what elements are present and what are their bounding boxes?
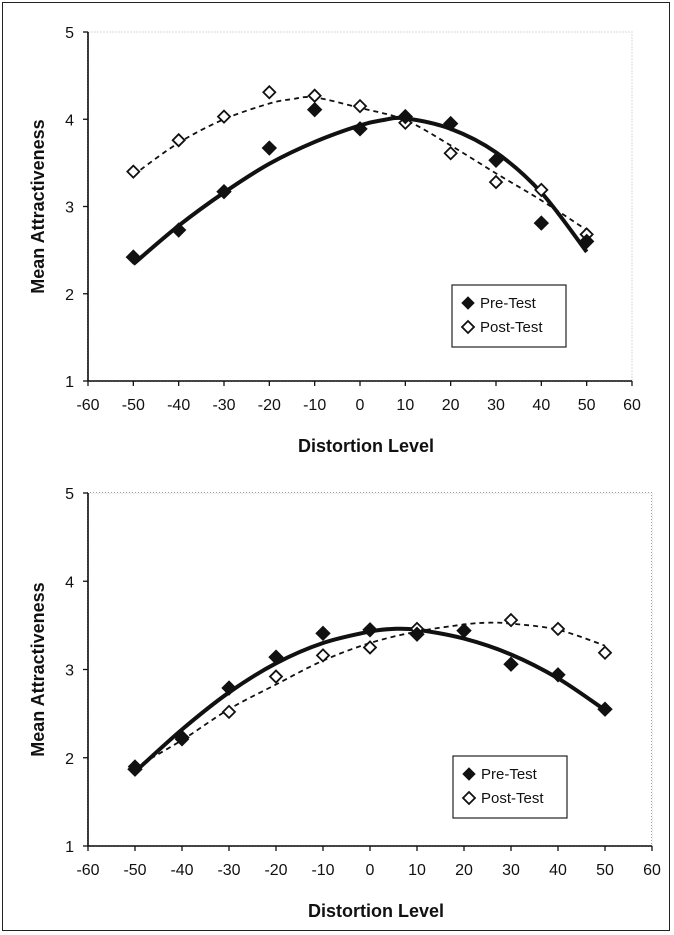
post-testpoint bbox=[503, 612, 519, 628]
pre-testpoint bbox=[174, 729, 190, 746]
y-tick-label: 1 bbox=[65, 374, 74, 391]
x-tick-label: 60 bbox=[643, 862, 661, 879]
pre-testpoint bbox=[456, 622, 472, 639]
x-tick-label: 0 bbox=[356, 397, 365, 414]
x-tick-label: 40 bbox=[549, 862, 567, 879]
post-testpoint bbox=[443, 146, 458, 161]
x-tick-label: 10 bbox=[408, 862, 426, 879]
y-tick-label: 5 bbox=[65, 25, 74, 42]
post-testpoint bbox=[362, 640, 378, 655]
post-testpoint bbox=[352, 98, 368, 114]
post-testpoint bbox=[171, 132, 186, 148]
pre-testpoint bbox=[533, 215, 550, 231]
pre-testpoint bbox=[315, 625, 331, 642]
x-tick-label: 50 bbox=[596, 862, 614, 879]
y-tick-label: 4 bbox=[65, 112, 74, 129]
y-tick-label: 5 bbox=[65, 486, 74, 503]
post-testpoint bbox=[126, 164, 141, 179]
legend-post-testlabel: Post-Test bbox=[480, 319, 543, 336]
post-testpoint bbox=[216, 109, 232, 124]
pre-testpoint bbox=[221, 680, 237, 696]
x-tick-label: -10 bbox=[311, 862, 334, 879]
x-tick-label: -60 bbox=[76, 862, 99, 879]
x-tick-label: 60 bbox=[623, 397, 641, 414]
y-tick-label: 4 bbox=[65, 574, 74, 591]
x-tick-label: 10 bbox=[396, 397, 414, 414]
post-testpoint bbox=[262, 84, 277, 100]
pre-testpoint bbox=[442, 115, 459, 132]
pre-testfit-line bbox=[133, 626, 607, 774]
pre-testpoint bbox=[503, 656, 519, 672]
pre-testpoint bbox=[127, 761, 143, 777]
pre-testpoint bbox=[216, 183, 232, 200]
post-testpoint bbox=[488, 174, 504, 190]
x-tick-label: -50 bbox=[123, 862, 146, 879]
x-axis-title: Distortion Level bbox=[308, 901, 444, 921]
x-tick-label: 30 bbox=[487, 397, 505, 414]
x-tick-label: -40 bbox=[170, 862, 193, 879]
pre-testpoint bbox=[261, 140, 278, 156]
pre-testpoint bbox=[409, 626, 425, 642]
legend-box bbox=[451, 284, 567, 348]
x-tick-label: 0 bbox=[366, 862, 375, 879]
post-testfit-line bbox=[134, 621, 606, 769]
pre-testpoint bbox=[125, 249, 142, 265]
x-tick-label: 40 bbox=[532, 397, 550, 414]
post-testpoint bbox=[307, 88, 322, 103]
x-tick-label: -20 bbox=[264, 862, 287, 879]
x-tick-label: -50 bbox=[122, 397, 145, 414]
legend-pre-testlabel: Pre-Test bbox=[480, 295, 537, 312]
legend-pre-testlabel: Pre-Test bbox=[481, 766, 538, 783]
y-tick-label: 2 bbox=[65, 751, 74, 768]
x-tick-label: -40 bbox=[167, 397, 190, 414]
legend-post-testmarker bbox=[461, 790, 477, 806]
x-tick-label: -20 bbox=[258, 397, 281, 414]
pre-testpoint bbox=[578, 233, 595, 250]
x-tick-label: 30 bbox=[502, 862, 520, 879]
pre-testpoint bbox=[170, 222, 187, 238]
chart-panel-2: 1 2 3 4 5 -60 -50 -40 -30 -20 -10 0 10 20 30 40 50 60 Dist… bbox=[28, 486, 661, 921]
pre-testpoint bbox=[362, 622, 378, 638]
y-axis-title: Mean Attractiveness bbox=[28, 119, 48, 293]
post-testpoint bbox=[268, 669, 284, 684]
y-tick-label: 3 bbox=[65, 200, 74, 217]
pre-testpoint bbox=[268, 649, 284, 665]
y-tick-label: 3 bbox=[65, 663, 74, 680]
x-tick-label: -30 bbox=[217, 862, 240, 879]
legend-post-testlabel: Post-Test bbox=[481, 790, 544, 807]
pre-testpoint bbox=[597, 701, 613, 717]
pre-testpoint bbox=[397, 108, 414, 125]
pre-testfit-line bbox=[132, 115, 589, 266]
legend-pre-testmarker bbox=[462, 767, 476, 781]
y-tick-label: 1 bbox=[65, 839, 74, 856]
pre-testpoint bbox=[352, 121, 368, 137]
legend-post-testmarker bbox=[460, 319, 476, 335]
y-tick-label: 2 bbox=[65, 287, 74, 304]
legend-box bbox=[452, 755, 568, 819]
x-tick-label: 20 bbox=[455, 862, 473, 879]
post-testpoint bbox=[597, 645, 613, 661]
y-axis-title: Mean Attractiveness bbox=[28, 582, 48, 756]
x-tick-label: -30 bbox=[212, 397, 235, 414]
pre-testpoint bbox=[488, 152, 504, 168]
x-tick-label: -60 bbox=[76, 397, 99, 414]
post-testpoint bbox=[221, 704, 237, 720]
chart-panel-1: 1 2 3 4 5 -60 -50 -40 -30 -20 -10 0 10 20 30 40 50 60 Dist… bbox=[28, 25, 641, 456]
legend-pre-testmarker bbox=[461, 296, 475, 310]
pre-testpoint bbox=[306, 101, 323, 118]
x-tick-label: 20 bbox=[442, 397, 460, 414]
post-testpoint bbox=[550, 621, 566, 637]
post-testfit-line bbox=[132, 96, 588, 231]
post-testpoint bbox=[315, 648, 331, 663]
post-testpoint bbox=[534, 182, 549, 198]
pre-testpoint bbox=[550, 667, 566, 683]
x-tick-label: 50 bbox=[578, 397, 596, 414]
x-axis-title: Distortion Level bbox=[298, 436, 434, 456]
x-tick-label: -10 bbox=[303, 397, 326, 414]
